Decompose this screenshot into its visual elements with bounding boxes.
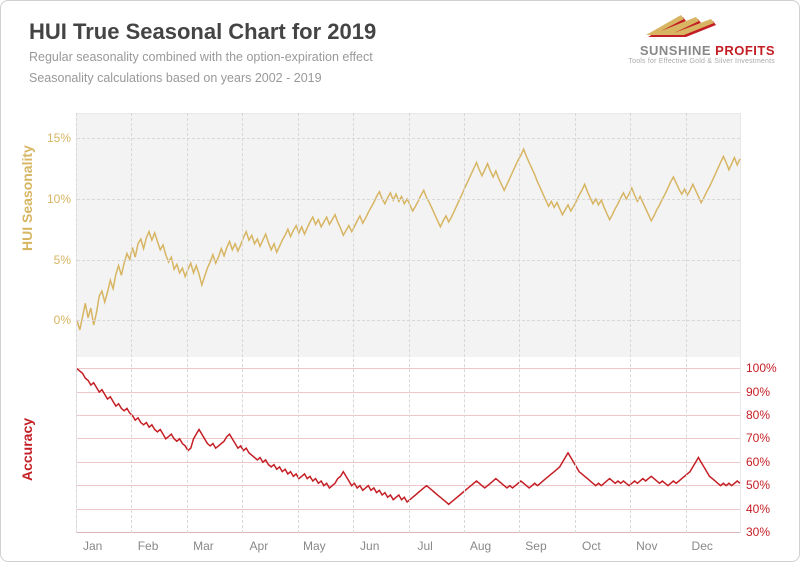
y-tick-accuracy: 70% — [740, 431, 770, 445]
y-tick-seasonality: 0% — [27, 313, 77, 327]
y-tick-accuracy: 90% — [740, 385, 770, 399]
x-tick-label: Nov — [636, 539, 657, 553]
grid-vertical — [519, 113, 520, 533]
x-tick-label: Mar — [193, 539, 214, 553]
logo-tagline: Tools for Effective Gold & Silver Invest… — [628, 58, 775, 65]
x-tick-label: May — [303, 539, 326, 553]
grid-vertical — [464, 113, 465, 533]
y-tick-seasonality: 5% — [27, 253, 77, 267]
x-tick-label: Jul — [417, 539, 432, 553]
grid-vertical — [76, 113, 77, 533]
y-tick-accuracy: 100% — [740, 361, 777, 375]
x-tick-label: Sep — [525, 539, 546, 553]
x-tick-label: Jan — [83, 539, 102, 553]
grid-vertical — [409, 113, 410, 533]
x-tick-label: Oct — [582, 539, 601, 553]
grid-vertical — [575, 113, 576, 533]
grid-vertical — [353, 113, 354, 533]
logo-word-2: PROFITS — [715, 43, 775, 58]
x-tick-label: Jun — [360, 539, 379, 553]
grid-vertical — [242, 113, 243, 533]
y-tick-accuracy: 60% — [740, 455, 770, 469]
y-tick-seasonality: 15% — [27, 131, 77, 145]
grid-vertical — [187, 113, 188, 533]
grid-vertical — [298, 113, 299, 533]
logo-text: SUNSHINE PROFITS — [628, 43, 775, 58]
grid-vertical — [630, 113, 631, 533]
y-tick-seasonality: 10% — [27, 192, 77, 206]
y-tick-accuracy: 80% — [740, 408, 770, 422]
grid-vertical — [131, 113, 132, 533]
chart-header: HUI True Seasonal Chart for 2019 Regular… — [1, 1, 799, 93]
y-tick-accuracy: 30% — [740, 525, 770, 539]
x-tick-label: Apr — [250, 539, 269, 553]
chart-plot-area: 0%5%10%15% 30%40%50%60%70%80%90%100% Jan… — [76, 113, 741, 533]
grid-vertical — [686, 113, 687, 533]
x-tick-label: Feb — [138, 539, 159, 553]
x-tick-label: Aug — [470, 539, 491, 553]
logo-word-1: SUNSHINE — [640, 43, 711, 58]
x-tick-label: Dec — [692, 539, 713, 553]
chart-subtitle-2: Seasonality calculations based on years … — [29, 70, 771, 87]
y-tick-accuracy: 40% — [740, 502, 770, 516]
brand-logo: SUNSHINE PROFITS Tools for Effective Gol… — [628, 13, 775, 65]
y-axis-label-accuracy: Accuracy — [19, 418, 35, 481]
logo-mark-icon — [628, 13, 775, 41]
y-tick-accuracy: 50% — [740, 478, 770, 492]
